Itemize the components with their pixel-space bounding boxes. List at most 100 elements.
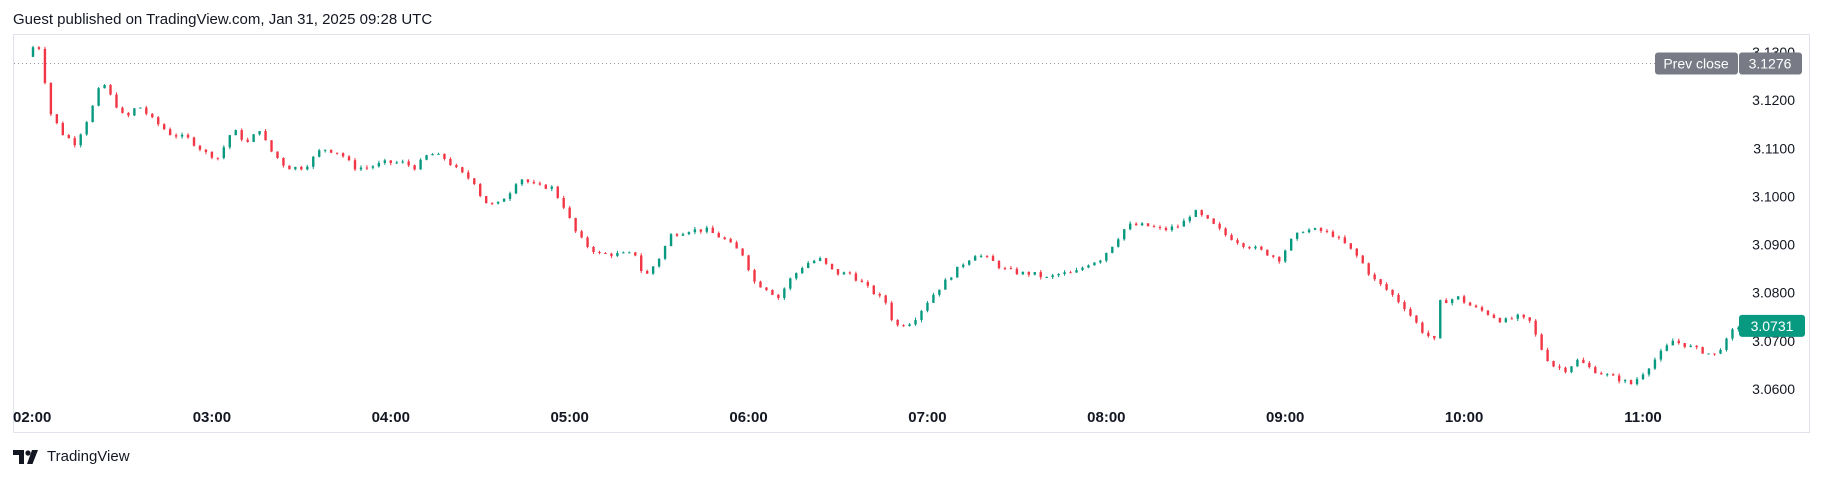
- candle-body: [1325, 230, 1329, 232]
- candle-body: [371, 166, 375, 168]
- candle-body: [121, 107, 124, 113]
- prev-close-label: Prev close 3.1276: [1655, 52, 1802, 75]
- candle: [717, 231, 720, 238]
- candle: [1486, 310, 1490, 316]
- candle-body: [991, 256, 995, 261]
- candle-body: [1600, 373, 1603, 375]
- candle: [1617, 373, 1621, 384]
- candle-body: [1450, 299, 1454, 304]
- candle: [634, 252, 637, 257]
- candle: [818, 256, 822, 262]
- candle: [1582, 357, 1585, 364]
- candle: [151, 113, 154, 119]
- candle-body: [246, 139, 249, 143]
- candle-body: [264, 131, 267, 141]
- candle: [1409, 307, 1412, 317]
- candle: [1653, 357, 1657, 371]
- candle: [1641, 372, 1645, 380]
- candle: [622, 251, 625, 254]
- candle: [431, 153, 434, 156]
- candle: [550, 185, 553, 192]
- candle-body: [1123, 229, 1126, 240]
- candle-body: [1498, 317, 1502, 323]
- candle-body: [1558, 366, 1561, 368]
- candle-body: [479, 183, 482, 197]
- candle-body: [532, 182, 536, 184]
- y-tick-label: 3.0800: [1752, 285, 1795, 301]
- candle: [860, 278, 864, 283]
- candle: [1212, 218, 1215, 225]
- candle-body: [645, 270, 649, 274]
- candle-body: [985, 255, 989, 257]
- candle: [1057, 273, 1060, 278]
- candle: [282, 157, 285, 168]
- prev-close-price-tag: [1739, 52, 1802, 75]
- candle-body: [657, 258, 661, 267]
- candle: [1248, 246, 1251, 250]
- candle: [1546, 347, 1549, 362]
- candle-body: [115, 94, 118, 108]
- candle-body: [1474, 305, 1478, 308]
- candle: [496, 201, 500, 205]
- candle-body: [651, 266, 655, 274]
- candle: [1254, 245, 1257, 250]
- candle: [1331, 229, 1335, 238]
- candle: [1289, 238, 1293, 251]
- candle-body: [824, 258, 828, 264]
- candle-body: [908, 324, 911, 326]
- candle: [711, 225, 714, 234]
- candle-body: [1272, 255, 1275, 257]
- candle-body: [270, 140, 273, 152]
- candle-body: [598, 251, 601, 254]
- candle: [401, 159, 404, 164]
- time-axis[interactable]: 02:00 03:00 04:00 05:00 06:00 07:00 08:00 09:00…: [13, 409, 1662, 426]
- candle: [890, 300, 893, 322]
- candle: [729, 237, 732, 243]
- candle-body: [258, 131, 261, 135]
- candle-body: [467, 172, 470, 179]
- candle: [1731, 327, 1734, 341]
- candle-body: [1236, 240, 1239, 244]
- candle-body: [1689, 345, 1692, 347]
- candle-body: [1015, 268, 1019, 275]
- price-axis[interactable]: 3.13003.12003.11003.10003.09003.08003.07…: [1752, 44, 1795, 397]
- candle-body: [1146, 223, 1150, 227]
- candle-body: [473, 178, 476, 184]
- candle-body: [73, 138, 76, 146]
- candle-body: [723, 237, 726, 240]
- candle-body: [1194, 210, 1197, 217]
- candle-body: [1439, 300, 1442, 339]
- x-tick-label: 04:00: [372, 409, 410, 426]
- candle: [991, 254, 995, 262]
- candle: [854, 271, 858, 282]
- price-chart[interactable]: 3.13003.12003.11003.10003.09003.08003.07…: [0, 0, 1823, 440]
- candle: [1093, 262, 1096, 266]
- candle: [699, 229, 703, 234]
- candle: [323, 149, 327, 153]
- candle-body: [359, 167, 363, 170]
- candle: [234, 129, 237, 136]
- x-tick-label: 05:00: [550, 409, 588, 426]
- candle: [1534, 319, 1537, 337]
- candle: [407, 159, 410, 168]
- candle-body: [335, 152, 339, 154]
- candle-body: [1170, 226, 1174, 231]
- candle-body: [389, 160, 392, 164]
- candle-body: [1295, 232, 1299, 239]
- candle-body: [693, 229, 697, 233]
- candle-body: [151, 113, 154, 118]
- candle-body: [1266, 249, 1269, 256]
- candle: [145, 105, 148, 116]
- candle: [115, 92, 118, 109]
- candle: [91, 105, 94, 123]
- candle: [329, 149, 333, 154]
- candle-body: [1397, 294, 1400, 303]
- candle: [938, 289, 941, 297]
- candle: [1373, 272, 1376, 281]
- candle: [473, 177, 476, 186]
- candle: [979, 254, 983, 258]
- tradingview-logo[interactable]: TradingView: [13, 448, 130, 465]
- candle: [1105, 252, 1108, 263]
- candle-body: [789, 278, 792, 289]
- candle-body: [228, 135, 231, 148]
